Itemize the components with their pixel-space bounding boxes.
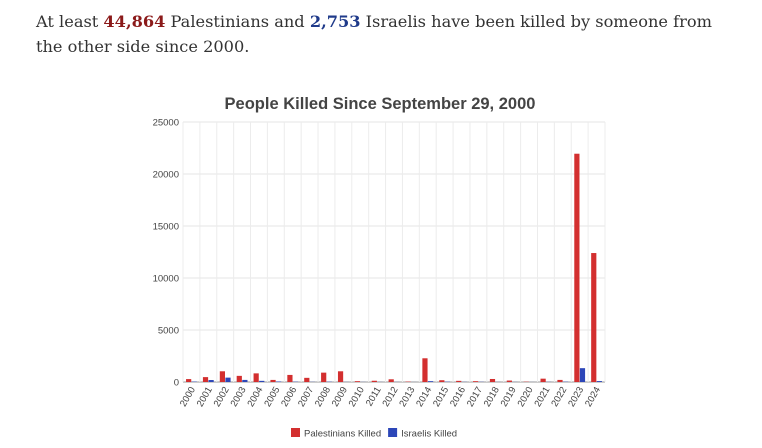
bar-palestinians-killed [202, 377, 209, 382]
x-tick-label: 2021 [532, 385, 552, 409]
x-tick-label: 2023 [566, 385, 586, 409]
x-tick-label: 2015 [431, 385, 451, 409]
x-tick-label: 2011 [364, 385, 384, 408]
legend-swatch-palestinians [291, 428, 300, 437]
x-tick-label: 2008 [313, 385, 333, 409]
x-tick-label: 2003 [229, 385, 249, 409]
bar-palestinians-killed [574, 153, 580, 382]
x-tick-label: 2010 [347, 385, 367, 409]
legend-label-israelis: Israelis Killed [401, 429, 457, 440]
bar-israelis-killed [579, 368, 586, 382]
bar-palestinians-killed [388, 379, 394, 382]
x-tick-label: 2024 [583, 385, 603, 409]
bar-israelis-killed [427, 381, 434, 382]
bar-israelis-killed [259, 380, 265, 382]
bar-israelis-killed [208, 380, 214, 382]
israelis-count: 2,753 [309, 12, 361, 31]
x-tick-label: 2004 [245, 385, 265, 409]
bar-palestinians-killed [473, 381, 479, 382]
x-tick-label: 2013 [397, 385, 417, 409]
x-tick-label: 2020 [516, 385, 536, 409]
palestinians-count: 44,864 [103, 12, 166, 31]
x-tick-label: 2005 [262, 385, 282, 409]
bar-palestinians-killed [337, 371, 344, 382]
bar-palestinians-killed [557, 379, 563, 382]
bar-palestinians-killed [506, 380, 512, 382]
bar-israelis-killed [596, 381, 602, 382]
x-tick-label: 2000 [178, 385, 198, 409]
bar-palestinians-killed [186, 379, 192, 382]
intro-prefix: At least [36, 12, 104, 31]
x-tick-label: 2019 [499, 385, 519, 409]
intro-suffix: Israelis have been killed by someone fro… [36, 12, 712, 56]
x-tick-label: 2007 [296, 385, 316, 409]
bar-palestinians-killed [371, 380, 377, 382]
y-tick-label: 20000 [153, 170, 179, 181]
bar-palestinians-killed [236, 375, 242, 382]
bar-palestinians-killed [219, 371, 225, 382]
y-tick-label: 15000 [153, 222, 179, 233]
bar-israelis-killed [242, 379, 248, 382]
bar-palestinians-killed [354, 381, 361, 382]
bar-palestinians-killed [439, 380, 445, 382]
bar-palestinians-killed [422, 358, 428, 382]
x-tick-label: 2002 [212, 385, 232, 409]
bar-palestinians-killed [456, 380, 462, 382]
y-tick-label: 25000 [153, 118, 179, 129]
x-tick-label: 2006 [279, 385, 299, 409]
legend-label-palestinians: Palestinians Killed [304, 429, 381, 440]
y-tick-label: 0 [174, 378, 179, 389]
bar-palestinians-killed [489, 378, 496, 382]
bar-israelis-killed [225, 377, 231, 382]
x-tick-label: 2017 [465, 385, 485, 409]
x-tick-label: 2014 [414, 385, 434, 409]
bar-palestinians-killed [270, 379, 276, 382]
legend-swatch-israelis [388, 428, 398, 437]
intro-middle: Palestinians and [165, 12, 310, 31]
bar-palestinians-killed [287, 374, 293, 382]
x-tick-label: 2009 [330, 385, 350, 409]
bar-palestinians-killed [591, 253, 597, 382]
y-tick-label: 5000 [158, 326, 179, 337]
x-tick-label: 2001 [195, 385, 215, 409]
bar-israelis-killed [276, 381, 282, 382]
x-tick-label: 2012 [381, 385, 401, 409]
chart-title: People Killed Since September 29, 2000 [225, 95, 536, 113]
bar-palestinians-killed [304, 377, 310, 382]
intro-paragraph: At least 44,864 Palestinians and 2,753 I… [36, 9, 736, 59]
bar-palestinians-killed [253, 373, 259, 382]
x-tick-label: 2018 [482, 385, 502, 409]
x-tick-label: 2022 [549, 385, 569, 409]
y-tick-label: 10000 [153, 274, 179, 285]
bar-palestinians-killed [321, 372, 327, 382]
bar-palestinians-killed [540, 378, 546, 382]
x-tick-label: 2016 [448, 385, 468, 409]
